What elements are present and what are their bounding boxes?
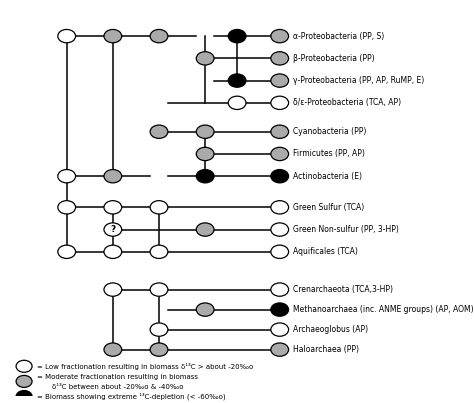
Ellipse shape xyxy=(271,343,289,356)
Text: Actinobacteria (E): Actinobacteria (E) xyxy=(293,172,362,181)
Text: = Low fractionation resulting in biomass δ¹³C > about -20‰o: = Low fractionation resulting in biomass… xyxy=(36,363,253,370)
Ellipse shape xyxy=(196,303,214,316)
Ellipse shape xyxy=(271,223,289,236)
Ellipse shape xyxy=(271,303,289,316)
Ellipse shape xyxy=(58,201,75,214)
Ellipse shape xyxy=(271,170,289,183)
Ellipse shape xyxy=(150,323,168,336)
Ellipse shape xyxy=(271,96,289,110)
Text: = Moderate fractionation resulting in biomass: = Moderate fractionation resulting in bi… xyxy=(36,374,198,380)
Ellipse shape xyxy=(150,245,168,258)
Ellipse shape xyxy=(58,29,75,43)
Text: α-Proteobacteria (PP, S): α-Proteobacteria (PP, S) xyxy=(293,31,384,41)
Text: Green Non-sulfur (PP, 3-HP): Green Non-sulfur (PP, 3-HP) xyxy=(293,225,399,234)
Ellipse shape xyxy=(228,29,246,43)
Text: Aquificales (TCA): Aquificales (TCA) xyxy=(293,247,358,256)
Ellipse shape xyxy=(196,125,214,138)
Ellipse shape xyxy=(271,283,289,296)
Ellipse shape xyxy=(104,245,122,258)
Ellipse shape xyxy=(58,245,75,258)
Ellipse shape xyxy=(196,52,214,65)
Text: β-Proteobacteria (PP): β-Proteobacteria (PP) xyxy=(293,54,374,63)
Ellipse shape xyxy=(271,125,289,138)
Ellipse shape xyxy=(228,96,246,110)
Ellipse shape xyxy=(271,201,289,214)
Ellipse shape xyxy=(271,74,289,87)
Text: ?: ? xyxy=(110,225,116,234)
Ellipse shape xyxy=(16,391,32,403)
Text: δ¹³C between about -20‰o & -40‰o: δ¹³C between about -20‰o & -40‰o xyxy=(53,384,184,390)
Ellipse shape xyxy=(104,170,122,183)
Text: δ/ε-Proteobacteria (TCA, AP): δ/ε-Proteobacteria (TCA, AP) xyxy=(293,98,401,107)
Ellipse shape xyxy=(196,147,214,161)
Ellipse shape xyxy=(104,343,122,356)
Text: Green Sulfur (TCA): Green Sulfur (TCA) xyxy=(293,203,364,212)
Ellipse shape xyxy=(104,283,122,296)
Text: = Biomass showing extreme ¹³C-depletion (< -60‰o): = Biomass showing extreme ¹³C-depletion … xyxy=(36,393,225,400)
Ellipse shape xyxy=(16,360,32,372)
Text: Archaeoglobus (AP): Archaeoglobus (AP) xyxy=(293,325,368,334)
Ellipse shape xyxy=(150,29,168,43)
Ellipse shape xyxy=(104,29,122,43)
Ellipse shape xyxy=(271,323,289,336)
Ellipse shape xyxy=(196,223,214,236)
Ellipse shape xyxy=(150,283,168,296)
Text: Firmicutes (PP, AP): Firmicutes (PP, AP) xyxy=(293,150,365,158)
Text: Crenarchaeota (TCA,3-HP): Crenarchaeota (TCA,3-HP) xyxy=(293,285,393,294)
Ellipse shape xyxy=(271,29,289,43)
Ellipse shape xyxy=(104,223,122,236)
Ellipse shape xyxy=(150,343,168,356)
Ellipse shape xyxy=(196,170,214,183)
Text: Haloarchaea (PP): Haloarchaea (PP) xyxy=(293,345,359,354)
Text: Methanoarchaea (inc. ANME groups) (AP, AOM): Methanoarchaea (inc. ANME groups) (AP, A… xyxy=(293,305,474,314)
Ellipse shape xyxy=(150,201,168,214)
Ellipse shape xyxy=(150,125,168,138)
Ellipse shape xyxy=(104,201,122,214)
Ellipse shape xyxy=(271,52,289,65)
Ellipse shape xyxy=(58,170,75,183)
Ellipse shape xyxy=(228,74,246,87)
Ellipse shape xyxy=(16,376,32,387)
Ellipse shape xyxy=(271,147,289,161)
Text: γ-Proteobacteria (PP, AP, RuMP, E): γ-Proteobacteria (PP, AP, RuMP, E) xyxy=(293,76,424,85)
Text: Cyanobacteria (PP): Cyanobacteria (PP) xyxy=(293,127,366,136)
Ellipse shape xyxy=(271,245,289,258)
